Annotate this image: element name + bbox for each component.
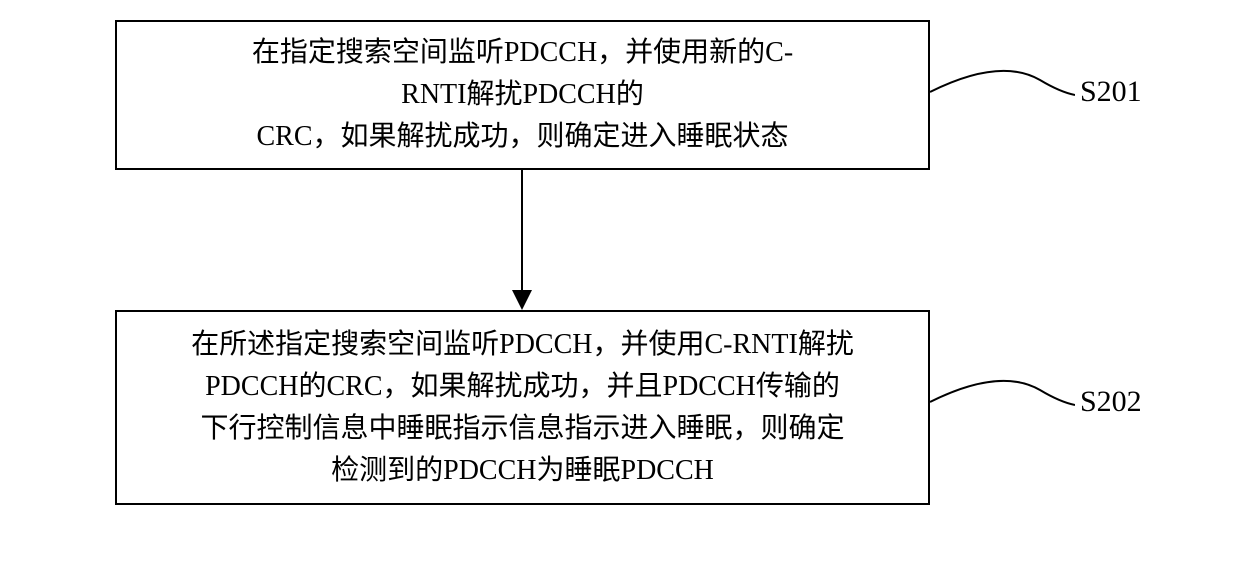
connector-curve-s202 — [930, 375, 1075, 430]
connector-curve-s201 — [930, 65, 1075, 120]
arrow-line — [521, 170, 523, 295]
node-s202-line4: 检测到的PDCCH为睡眠PDCCH — [331, 455, 714, 486]
label-s201: S201 — [1080, 75, 1142, 109]
node-s201-line3: CRC，如果解扰成功，则确定进入睡眠状态 — [256, 121, 788, 152]
node-s201-line1: 在指定搜索空间监听PDCCH，并使用新的C- — [252, 37, 793, 68]
flowchart-container: 在指定搜索空间监听PDCCH，并使用新的C- RNTI解扰PDCCH的 CRC，… — [0, 0, 1240, 561]
flowchart-node-s201: 在指定搜索空间监听PDCCH，并使用新的C- RNTI解扰PDCCH的 CRC，… — [115, 20, 930, 170]
node-s202-line1: 在所述指定搜索空间监听PDCCH，并使用C-RNTI解扰 — [191, 329, 854, 360]
node-s202-text: 在所述指定搜索空间监听PDCCH，并使用C-RNTI解扰 PDCCH的CRC，如… — [183, 316, 862, 500]
arrow-head-icon — [512, 290, 532, 310]
node-s202-line2: PDCCH的CRC，如果解扰成功，并且PDCCH传输的 — [205, 371, 840, 402]
node-s201-line2: RNTI解扰PDCCH的 — [401, 79, 644, 110]
node-s201-text: 在指定搜索空间监听PDCCH，并使用新的C- RNTI解扰PDCCH的 CRC，… — [244, 24, 801, 166]
label-s202: S202 — [1080, 385, 1142, 419]
node-s202-line3: 下行控制信息中睡眠指示信息指示进入睡眠，则确定 — [200, 413, 844, 444]
flowchart-node-s202: 在所述指定搜索空间监听PDCCH，并使用C-RNTI解扰 PDCCH的CRC，如… — [115, 310, 930, 505]
